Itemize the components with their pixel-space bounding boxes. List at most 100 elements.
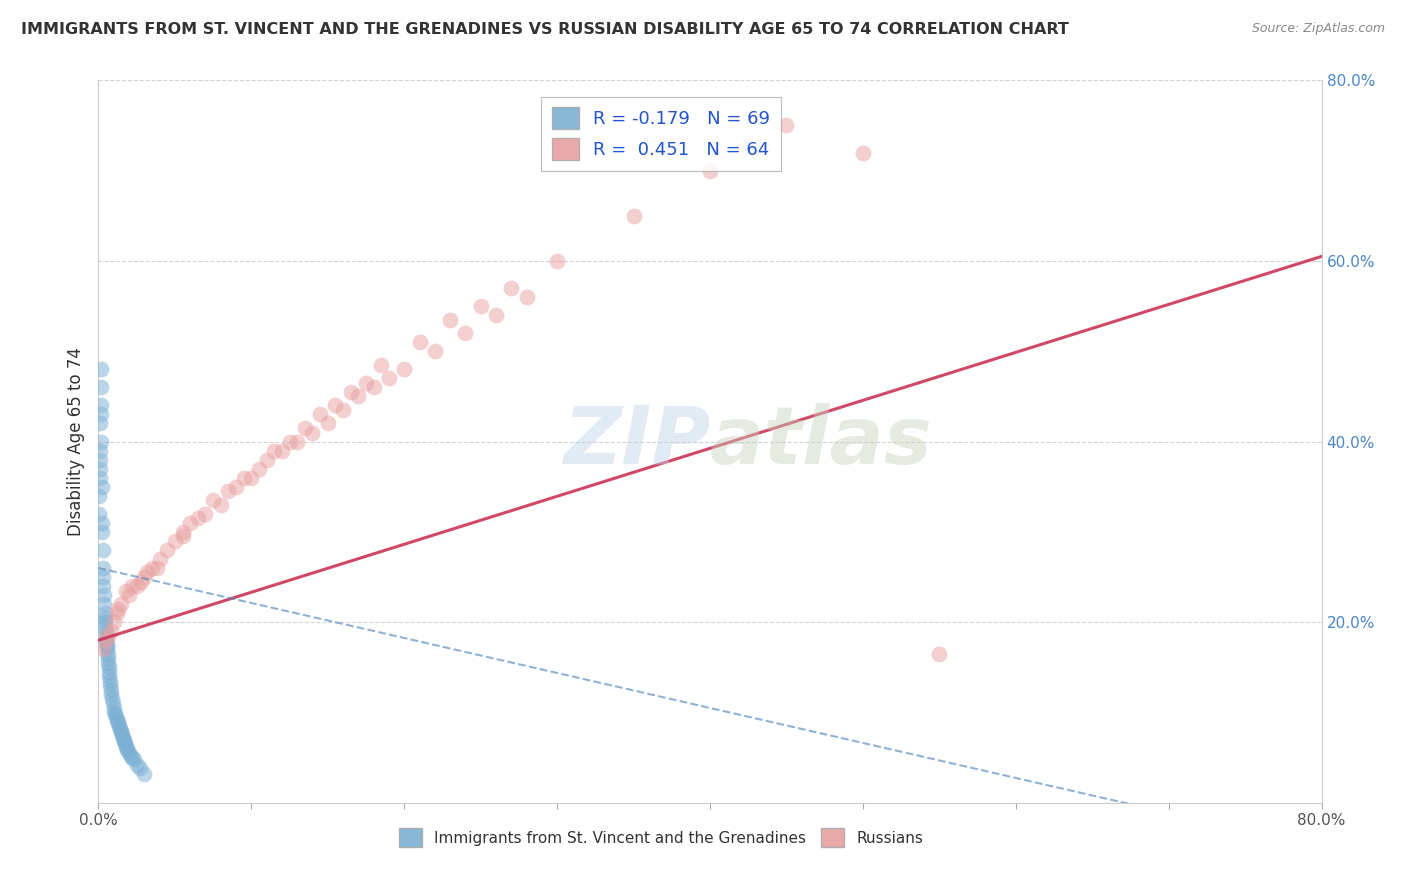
Point: [94, 610, 117, 624]
Point: [114, 737, 136, 751]
Point: [363, 380, 385, 394]
Point: [339, 384, 361, 399]
Point: [90, 362, 112, 376]
Point: [93, 588, 115, 602]
Legend: Immigrants from St. Vincent and the Grenadines, Russians: Immigrants from St. Vincent and the Gren…: [392, 822, 929, 853]
Point: [105, 606, 128, 620]
Point: [278, 434, 301, 449]
Point: [111, 728, 134, 742]
Text: ZIP: ZIP: [562, 402, 710, 481]
Text: IMMIGRANTS FROM ST. VINCENT AND THE GRENADINES VS RUSSIAN DISABILITY AGE 65 TO 7: IMMIGRANTS FROM ST. VINCENT AND THE GREN…: [21, 22, 1069, 37]
Point: [91, 642, 114, 657]
Point: [98, 673, 121, 688]
Point: [89, 471, 111, 485]
Point: [149, 552, 172, 566]
Point: [136, 566, 159, 580]
Point: [301, 425, 323, 440]
Point: [93, 597, 115, 611]
Point: [285, 434, 308, 449]
Point: [105, 713, 128, 727]
Point: [378, 371, 401, 385]
Point: [104, 707, 127, 722]
Point: [623, 209, 645, 223]
Point: [172, 524, 194, 539]
Point: [117, 743, 139, 757]
Point: [90, 480, 112, 494]
Point: [134, 570, 156, 584]
Point: [194, 507, 217, 521]
Point: [115, 739, 138, 753]
Point: [97, 660, 120, 674]
Point: [96, 638, 118, 652]
Point: [93, 579, 115, 593]
Point: [141, 561, 163, 575]
Point: [94, 620, 117, 634]
Point: [101, 697, 124, 711]
Point: [97, 656, 120, 670]
Point: [163, 533, 186, 548]
Point: [501, 281, 523, 295]
Point: [134, 767, 156, 781]
Point: [100, 624, 122, 639]
Point: [103, 615, 125, 630]
Point: [209, 498, 232, 512]
Point: [97, 647, 120, 661]
Point: [217, 484, 239, 499]
Point: [256, 452, 278, 467]
Point: [121, 579, 143, 593]
Point: [90, 398, 112, 412]
Point: [852, 145, 875, 160]
Point: [107, 714, 129, 729]
Point: [111, 731, 134, 745]
Point: [112, 734, 135, 748]
Point: [516, 290, 538, 304]
Point: [90, 408, 112, 422]
Point: [172, 529, 194, 543]
Point: [89, 452, 111, 467]
Point: [309, 408, 332, 422]
Point: [392, 362, 416, 376]
Point: [423, 344, 446, 359]
Point: [125, 579, 148, 593]
Point: [179, 516, 201, 530]
Point: [125, 757, 148, 772]
Point: [332, 403, 354, 417]
Point: [98, 665, 121, 679]
Point: [89, 489, 111, 503]
Point: [129, 574, 152, 589]
Point: [94, 624, 117, 639]
Point: [316, 417, 339, 431]
Point: [118, 588, 141, 602]
Point: [156, 542, 179, 557]
Point: [115, 741, 138, 756]
Point: [91, 542, 114, 557]
Point: [90, 380, 112, 394]
Point: [108, 722, 131, 736]
Point: [110, 725, 132, 739]
Point: [101, 692, 124, 706]
Point: [240, 471, 263, 485]
Point: [93, 606, 115, 620]
Point: [89, 417, 111, 431]
Point: [118, 746, 141, 760]
Point: [89, 507, 111, 521]
Point: [454, 326, 477, 341]
Text: atlas: atlas: [710, 402, 932, 481]
Point: [107, 716, 129, 731]
Point: [121, 750, 143, 764]
Point: [232, 471, 254, 485]
Point: [112, 732, 135, 747]
Point: [100, 682, 122, 697]
Point: [94, 629, 117, 643]
Point: [347, 389, 370, 403]
Point: [90, 434, 112, 449]
Point: [699, 163, 721, 178]
Point: [94, 615, 117, 630]
Point: [485, 308, 508, 322]
Point: [100, 687, 122, 701]
Point: [270, 443, 294, 458]
Point: [96, 638, 118, 652]
Point: [89, 461, 111, 475]
Point: [470, 299, 492, 313]
Point: [97, 629, 120, 643]
